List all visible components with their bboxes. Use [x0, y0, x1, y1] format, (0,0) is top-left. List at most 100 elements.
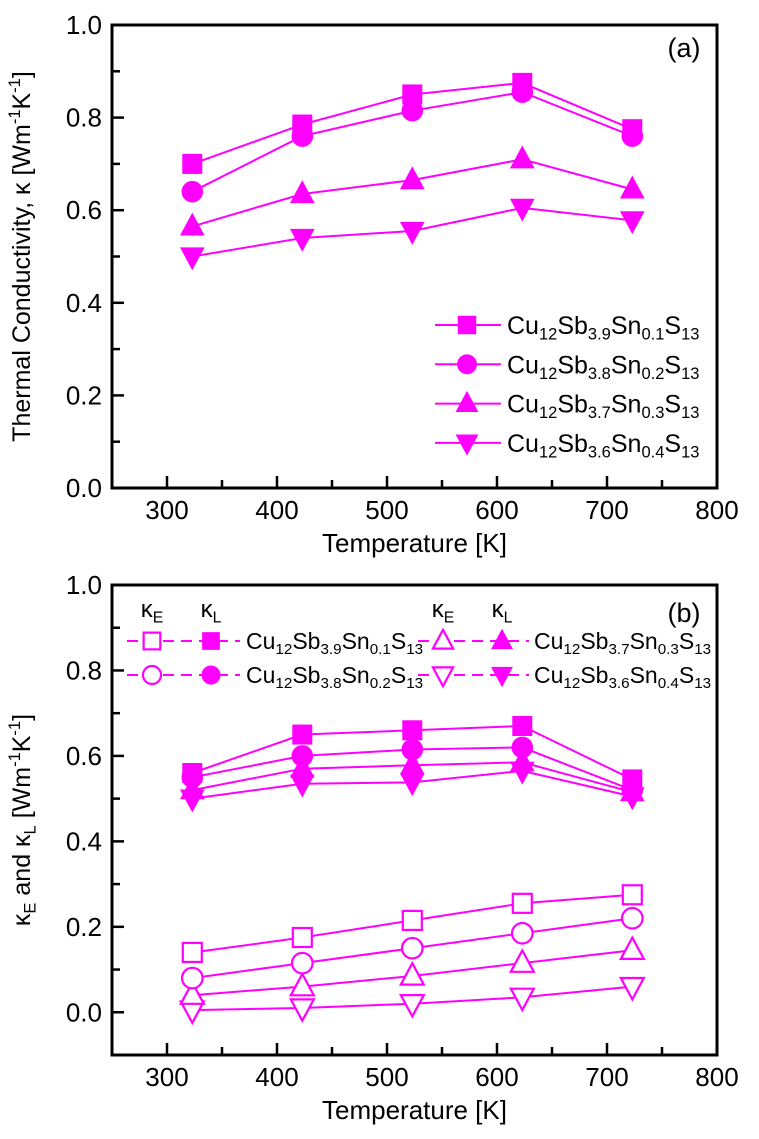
plot-box: [110, 583, 719, 1057]
open-square-marker: [511, 892, 533, 914]
filled-triangle-up-marker: [509, 748, 535, 772]
filled-square-marker: [182, 153, 203, 174]
open-square-marker: [401, 909, 423, 932]
filled-triangle-down-marker: [619, 211, 645, 235]
x-tick-label: 300: [145, 1062, 188, 1092]
filled-triangle-up-marker: [509, 145, 535, 169]
x-tick-label: 700: [585, 495, 628, 525]
open-triangle-down-marker: [398, 994, 426, 1019]
legend-label: Cu12Sb3.7Sn0.3S13: [507, 391, 699, 423]
open-triangle-down-marker: [288, 998, 316, 1024]
panel-b-chart: 300 400 500 600 700 800 0.0 0.2 0.4 0.6 0.8 1.0 Temp…: [6, 570, 739, 1125]
x-tick-label: 500: [365, 495, 408, 525]
filled-triangle-down-marker: [289, 228, 315, 252]
filled-triangle-up-marker: [399, 166, 425, 190]
filled-square-marker: [202, 632, 220, 650]
filled-circle-marker: [511, 736, 534, 759]
filled-triangle-down-marker: [491, 666, 513, 688]
y-tick-label: 1.0: [66, 10, 102, 40]
filled-triangle-down-marker: [455, 434, 479, 456]
x-tick-label: 700: [585, 1062, 628, 1092]
open-circle-marker: [400, 936, 424, 960]
open-triangle-up-marker: [398, 960, 426, 986]
panel-a-chart: 300 400 500 600 700 800 0.0 0.2 0.4 0.6 0.8 1.0 Temp…: [6, 10, 739, 558]
panel-label: (a): [668, 33, 701, 63]
legend-label: Cu12Sb3.6Sn0.4S13: [507, 430, 699, 462]
filled-triangle-down-marker: [179, 247, 205, 271]
filled-circle-marker: [201, 665, 221, 685]
legend-header: κE: [432, 596, 455, 626]
panel-label: (b): [668, 598, 701, 628]
y-tick-label: 0.6: [66, 195, 102, 225]
x-tick-label: 400: [255, 495, 298, 525]
legend-header: κL: [201, 596, 222, 626]
y-tick-label: 0.8: [66, 103, 102, 133]
open-triangle-up-marker: [178, 980, 206, 1005]
open-triangle-down-marker: [508, 987, 536, 1013]
filled-square-marker: [512, 72, 533, 93]
legend-header: κE: [141, 596, 164, 626]
filled-triangle-up-marker: [289, 180, 315, 204]
open-triangle-up-marker: [431, 627, 455, 650]
y-tick-label: 0.4: [66, 826, 102, 856]
filled-triangle-up-marker: [179, 776, 205, 800]
filled-triangle-up-marker: [455, 390, 479, 412]
open-square-marker: [181, 941, 203, 964]
open-circle-marker: [510, 921, 534, 945]
open-triangle-up-marker: [618, 935, 646, 960]
filled-triangle-up-marker: [491, 628, 513, 650]
y-tick-label: 0.0: [66, 997, 102, 1027]
filled-triangle-up-marker: [179, 212, 205, 236]
open-triangle-up-marker: [508, 948, 536, 973]
filled-triangle-down-marker: [399, 773, 425, 797]
x-tick-label: 600: [475, 495, 518, 525]
filled-square-marker: [622, 119, 643, 140]
open-square-marker: [291, 926, 313, 949]
y-tick-label: 1.0: [66, 570, 102, 600]
x-tick-label: 500: [365, 1062, 408, 1092]
x-tick-label: 800: [695, 495, 738, 525]
y-axis-label: Thermal Conductivity, κ [Wm-1K-1]: [6, 71, 36, 442]
filled-square-marker: [402, 720, 423, 741]
open-square-marker: [621, 884, 643, 906]
x-tick-label: 400: [255, 1062, 298, 1092]
filled-square-marker: [457, 315, 477, 335]
filled-circle-marker: [181, 180, 204, 203]
filled-triangle-down-marker: [509, 198, 535, 222]
filled-circle-marker: [401, 738, 424, 761]
filled-square-marker: [292, 114, 313, 135]
open-circle-marker: [141, 664, 163, 686]
open-circle-marker: [180, 966, 204, 990]
y-tick-label: 0.4: [66, 288, 102, 318]
x-tick-label: 300: [145, 495, 188, 525]
x-tick-label: 800: [695, 1062, 738, 1092]
x-tick-label: 600: [475, 1062, 518, 1092]
legend-label: Cu12Sb3.8Sn0.2S13: [246, 662, 423, 692]
legend-header: κL: [492, 596, 513, 626]
y-axis-label: κE and κL [Wm-1K-1]: [6, 714, 40, 926]
open-circle-marker: [620, 906, 644, 930]
filled-circle-marker: [291, 745, 314, 767]
open-triangle-up-marker: [288, 971, 316, 997]
open-square-marker: [142, 631, 162, 651]
y-tick-label: 0.0: [66, 473, 102, 503]
filled-circle-marker: [457, 354, 477, 375]
filled-triangle-down-marker: [399, 221, 425, 245]
y-tick-label: 0.8: [66, 655, 102, 685]
y-tick-label: 0.2: [66, 912, 102, 942]
filled-triangle-up-marker: [619, 175, 645, 199]
legend: κE κL Cu12Sb3.9Sn0.1S13 Cu12Sb3.8Sn0.2S13 κE…: [127, 596, 711, 692]
plot-box: [110, 23, 719, 490]
x-axis-label: Temperature [K]: [322, 1095, 507, 1125]
filled-triangle-up-marker: [399, 751, 425, 775]
legend-label: Cu12Sb3.8Sn0.2S13: [507, 351, 699, 383]
y-tick-label: 0.2: [66, 380, 102, 410]
filled-square-marker: [182, 763, 203, 783]
open-triangle-down-marker: [431, 666, 455, 689]
legend-label: Cu12Sb3.9Sn0.1S13: [507, 312, 699, 344]
legend: Cu12Sb3.9Sn0.1S13 Cu12Sb3.8Sn0.2S13 Cu12Sb…: [435, 312, 699, 461]
legend-label: Cu12Sb3.9Sn0.1S13: [246, 628, 423, 658]
open-circle-marker: [290, 951, 314, 975]
x-axis-label: Temperature [K]: [322, 528, 507, 558]
